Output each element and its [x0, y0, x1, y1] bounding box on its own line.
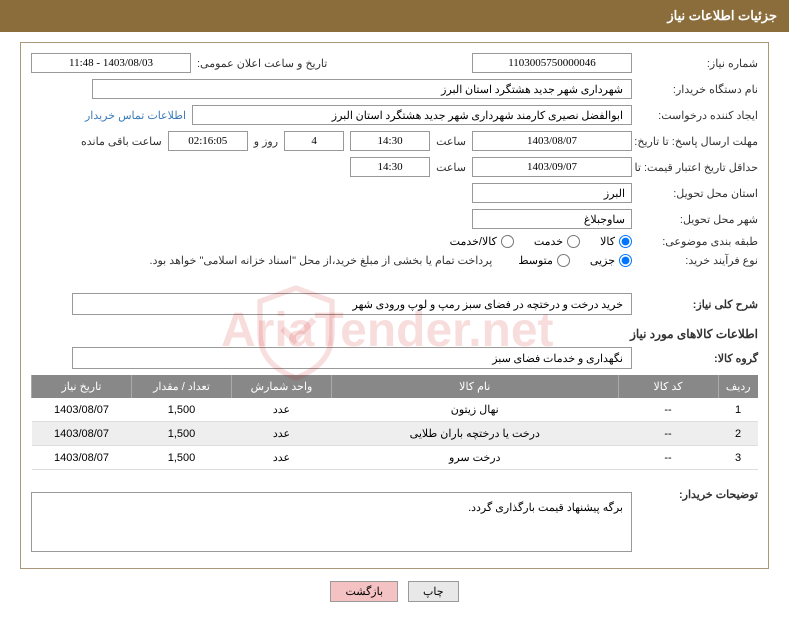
- cell-date: 1403/08/07: [32, 422, 132, 446]
- need-number-label: شماره نیاز:: [638, 57, 758, 70]
- cell-name: درخت سرو: [332, 446, 619, 470]
- back-button[interactable]: بازگشت: [330, 581, 398, 602]
- min-validity-time-input: [350, 157, 430, 177]
- goods-group-label: گروه کالا:: [638, 352, 758, 365]
- radio-goods-service[interactable]: کالا/خدمت: [450, 235, 514, 248]
- radio-partial-input[interactable]: [619, 254, 632, 267]
- buyer-org-input: [92, 79, 632, 99]
- delivery-province-input: [472, 183, 632, 203]
- th-idx: ردیف: [718, 375, 758, 398]
- th-code: کد کالا: [618, 375, 718, 398]
- th-qty: تعداد / مقدار: [132, 375, 232, 398]
- delivery-province-label: استان محل تحویل:: [638, 187, 758, 200]
- page-title: جزئیات اطلاعات نیاز: [667, 8, 777, 23]
- response-deadline-label: مهلت ارسال پاسخ: تا تاریخ:: [638, 135, 758, 148]
- radio-goods-input[interactable]: [619, 235, 632, 248]
- requester-label: ایجاد کننده درخواست:: [638, 109, 758, 122]
- table-row[interactable]: 2--درخت یا درختچه باران طلاییعدد1,500140…: [32, 422, 759, 446]
- page-header: جزئیات اطلاعات نیاز: [0, 0, 789, 32]
- buy-type-label: نوع فرآیند خرید:: [638, 254, 758, 267]
- overview-label: شرح کلی نیاز:: [638, 298, 758, 311]
- th-unit: واحد شمارش: [232, 375, 332, 398]
- need-number-input: [472, 53, 632, 73]
- cell-idx: 2: [718, 422, 758, 446]
- radio-medium[interactable]: متوسط: [518, 254, 570, 267]
- announce-date-label: تاریخ و ساعت اعلان عمومی:: [197, 57, 327, 70]
- days-remaining-input: [284, 131, 344, 151]
- cell-name: درخت یا درختچه باران طلایی: [332, 422, 619, 446]
- table-row[interactable]: 1--نهال زیتونعدد1,5001403/08/07: [32, 398, 759, 422]
- cell-unit: عدد: [232, 422, 332, 446]
- overview-input: [72, 293, 632, 315]
- cell-qty: 1,500: [132, 398, 232, 422]
- radio-goods[interactable]: کالا: [600, 235, 632, 248]
- days-text: روز و: [254, 135, 278, 148]
- response-time-input: [350, 131, 430, 151]
- time-label-1: ساعت: [436, 135, 466, 148]
- detail-panel: AriaTender.net شماره نیاز: تاریخ و ساعت …: [20, 42, 769, 569]
- radio-goods-service-input[interactable]: [501, 235, 514, 248]
- cell-idx: 3: [718, 446, 758, 470]
- cell-qty: 1,500: [132, 422, 232, 446]
- time-remaining-input: [168, 131, 248, 151]
- time-label-2: ساعت: [436, 161, 466, 174]
- goods-section-title: اطلاعات کالاهای مورد نیاز: [31, 327, 758, 341]
- cell-name: نهال زیتون: [332, 398, 619, 422]
- category-label: طبقه بندی موضوعی:: [638, 235, 758, 248]
- min-validity-label: حداقل تاریخ اعتبار قیمت: تا تاریخ:: [618, 161, 758, 174]
- cell-unit: عدد: [232, 398, 332, 422]
- buyer-desc-box: برگه پیشنهاد قیمت بارگذاری گردد.: [31, 492, 632, 552]
- th-date: تاریخ نیاز: [32, 375, 132, 398]
- cell-qty: 1,500: [132, 446, 232, 470]
- announce-date-input: [31, 53, 191, 73]
- delivery-city-input: [472, 209, 632, 229]
- cell-code: --: [618, 398, 718, 422]
- print-button[interactable]: چاپ: [408, 581, 459, 602]
- payment-note: پرداخت تمام یا بخشی از مبلغ خرید،از محل …: [150, 254, 493, 267]
- response-date-input: [472, 131, 632, 151]
- buyer-desc-text: برگه پیشنهاد قیمت بارگذاری گردد.: [468, 502, 623, 514]
- radio-partial[interactable]: جزیی: [590, 254, 632, 267]
- remaining-text: ساعت باقی مانده: [81, 135, 162, 148]
- goods-group-input: [72, 347, 632, 369]
- cell-unit: عدد: [232, 446, 332, 470]
- requester-input: [192, 105, 632, 125]
- th-name: نام کالا: [332, 375, 619, 398]
- category-radio-group: کالا خدمت کالا/خدمت: [450, 235, 632, 248]
- buy-type-radio-group: جزیی متوسط: [518, 254, 632, 267]
- button-row: چاپ بازگشت: [0, 581, 789, 602]
- cell-date: 1403/08/07: [32, 446, 132, 470]
- contact-link[interactable]: اطلاعات تماس خریدار: [85, 109, 186, 122]
- radio-service[interactable]: خدمت: [534, 235, 580, 248]
- cell-idx: 1: [718, 398, 758, 422]
- cell-date: 1403/08/07: [32, 398, 132, 422]
- min-validity-date-input: [472, 157, 632, 177]
- buyer-org-label: نام دستگاه خریدار:: [638, 83, 758, 96]
- radio-medium-input[interactable]: [557, 254, 570, 267]
- goods-table: ردیف کد کالا نام کالا واحد شمارش تعداد /…: [31, 375, 758, 470]
- cell-code: --: [618, 422, 718, 446]
- radio-service-input[interactable]: [567, 235, 580, 248]
- delivery-city-label: شهر محل تحویل:: [638, 213, 758, 226]
- table-header-row: ردیف کد کالا نام کالا واحد شمارش تعداد /…: [32, 375, 759, 398]
- buyer-desc-label: توضیحات خریدار:: [638, 482, 758, 501]
- cell-code: --: [618, 446, 718, 470]
- table-row[interactable]: 3--درخت سروعدد1,5001403/08/07: [32, 446, 759, 470]
